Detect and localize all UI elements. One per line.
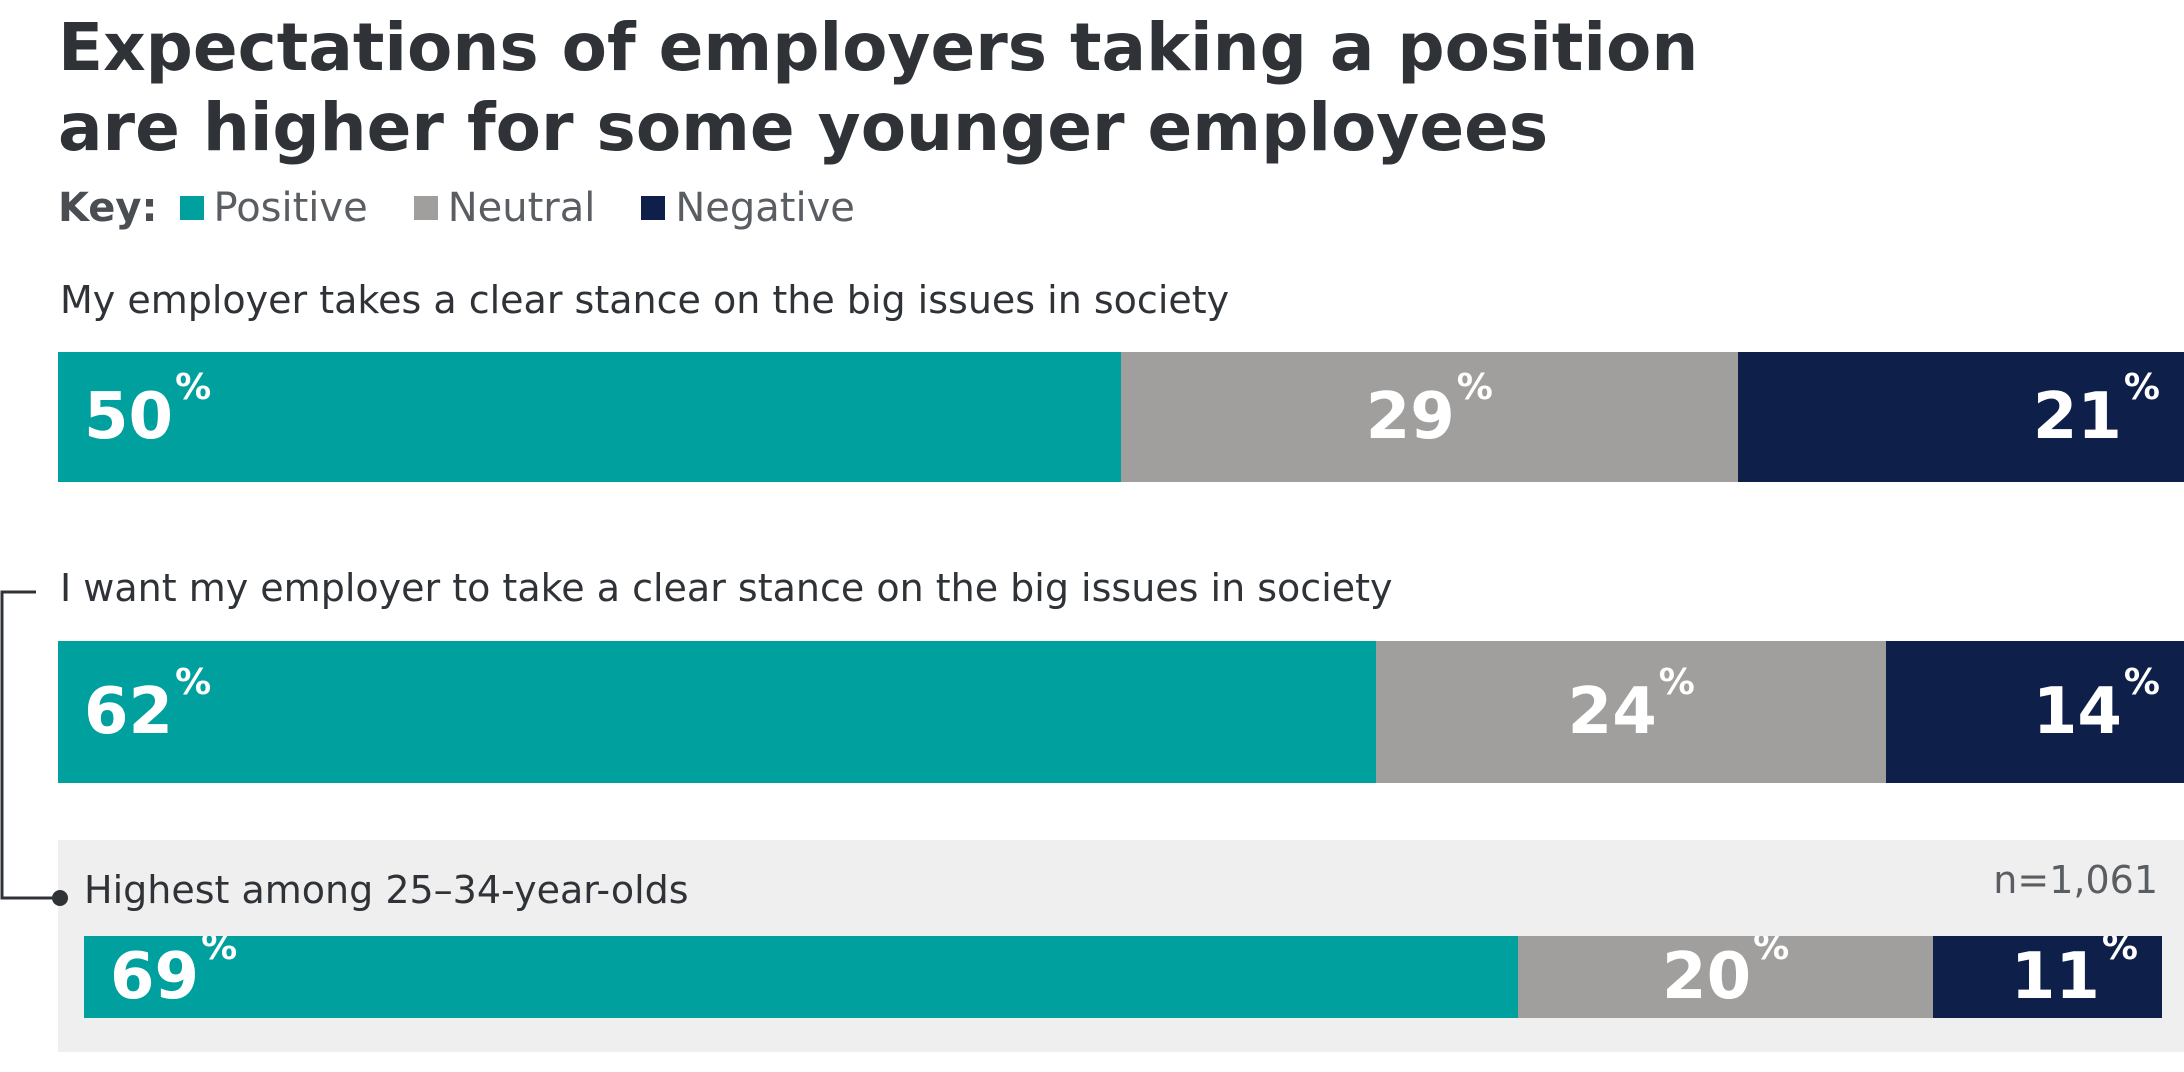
data-label-neutral: 29% [1365,367,1493,454]
row-label-3: Highest among 25–34-year-olds [84,868,689,912]
stacked-bar-3: 69% 20% 11% [84,936,2162,1018]
bar-segment-neutral: 29% [1121,352,1738,482]
chart-title-line-2: are higher for some younger employees [58,89,1549,166]
stacked-bar-1: 50% 29% 21% [58,352,2184,482]
data-label-negative: 11% [2010,936,2138,1014]
legend: Key: Positive Neutral Negative [58,178,901,238]
bar-segment-positive: 50% [58,352,1121,482]
legend-swatch-neutral [413,196,438,220]
data-label-positive: 50% [84,367,212,454]
chart-title: Expectations of employers taking a posit… [58,8,1699,168]
legend-item-negative: Negative [641,185,855,231]
bar-segment-negative: 21% [1737,352,2184,482]
legend-text-neutral: Neutral [447,185,596,231]
chart-title-line-1: Expectations of employers taking a posit… [58,9,1699,86]
legend-item-neutral: Neutral [413,185,596,231]
data-label-negative: 21% [2032,367,2160,454]
data-label-negative: 14% [2032,662,2160,749]
legend-swatch-positive [179,196,204,220]
data-label-positive: 69% [110,936,238,1014]
legend-label: Key: [58,185,158,231]
bar-segment-negative: 14% [1886,641,2184,783]
bracket-connector [0,590,68,906]
bracket-dot [52,890,68,906]
stacked-bar-2: 62% 24% 14% [58,641,2184,783]
bar-segment-neutral: 24% [1376,641,1887,783]
legend-swatch-negative [641,196,666,220]
data-label-neutral: 24% [1567,662,1695,749]
row-label-1: My employer takes a clear stance on the … [60,278,1230,322]
legend-text-negative: Negative [675,185,855,231]
data-label-neutral: 20% [1662,936,1790,1014]
bar-segment-neutral: 20% [1517,936,1934,1018]
bracket-line [0,590,58,900]
bar-segment-positive: 62% [58,641,1377,783]
data-label-positive: 62% [84,662,212,749]
bar-segment-negative: 11% [1933,936,2162,1018]
sample-size-label: n=1,061 [1993,858,2158,902]
legend-item-positive: Positive [179,185,368,231]
legend-text-positive: Positive [213,185,368,231]
bar-segment-positive: 69% [84,936,1518,1018]
row-label-2: I want my employer to take a clear stanc… [60,566,1393,610]
